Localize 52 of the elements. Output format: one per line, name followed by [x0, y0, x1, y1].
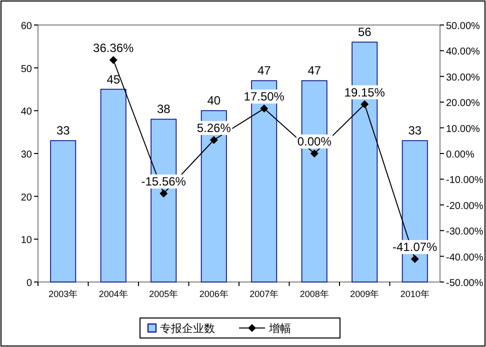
y2-tick-label: -30.00%	[446, 226, 484, 238]
y2-tick-label: -10.00%	[446, 175, 484, 186]
point	[310, 150, 318, 158]
bar	[100, 88, 126, 282]
y2-tick-label: -20.00%	[446, 200, 484, 212]
x-tick-label: 2003年	[48, 289, 78, 299]
y-tick-label: 40	[20, 106, 32, 118]
x-tick-label: 2004年	[98, 289, 128, 299]
x-tick-label: 2010年	[400, 289, 430, 299]
point	[360, 100, 369, 108]
y2-tick-label: -50.00%	[446, 278, 484, 289]
y2-tick-label: 50.00%	[446, 21, 480, 32]
point	[410, 255, 419, 264]
x-tick-label: 2005年	[149, 289, 178, 299]
bar	[50, 140, 76, 282]
y-tick-label: 10	[20, 235, 32, 246]
x-tick-label: 2006年	[199, 289, 228, 299]
data-label: 40	[207, 94, 221, 108]
y2-tick-label: 20.00%	[446, 98, 480, 110]
data-label: 36.36%	[93, 41, 134, 56]
legend-label: 专报企业数	[160, 322, 215, 335]
point	[109, 56, 118, 64]
data-label: -15.56%	[141, 174, 186, 188]
legend-label: 增幅	[268, 323, 291, 335]
point	[210, 136, 218, 144]
data-label: 0.00%	[297, 134, 332, 148]
data-label: 45	[106, 72, 120, 86]
data-label: 5.26%	[196, 120, 232, 135]
y-tick-label: 60	[20, 21, 32, 32]
y-tick-label: 20	[20, 192, 32, 204]
x-tick-label: 2007年	[250, 289, 279, 299]
data-label: 19.15%	[344, 85, 386, 100]
y-tick-label: 30	[20, 150, 32, 160]
data-label: 47	[257, 64, 272, 78]
x-tick-label: 2008年	[300, 289, 329, 299]
data-label: 38	[156, 102, 171, 116]
y-tick-label: 50	[20, 64, 32, 75]
y2-tick-label: 30.00%	[446, 72, 480, 84]
data-label: 47	[308, 64, 322, 78]
point	[160, 189, 168, 198]
data-label: 33	[408, 124, 422, 138]
y2-tick-label: 40.00%	[446, 46, 480, 58]
x-tick-label: 2009年	[350, 289, 380, 299]
data-label: 56	[358, 25, 372, 40]
point	[260, 104, 268, 113]
y2-tick-label: -40.00%	[446, 252, 484, 264]
y-tick-label: 0	[26, 278, 32, 289]
y2-tick-label: 0.00%	[446, 150, 474, 160]
data-label: -41.07%	[392, 240, 438, 254]
data-label: 17.50%	[244, 90, 285, 104]
y2-tick-label: 10.00%	[446, 124, 480, 135]
data-label: 33	[56, 124, 70, 138]
